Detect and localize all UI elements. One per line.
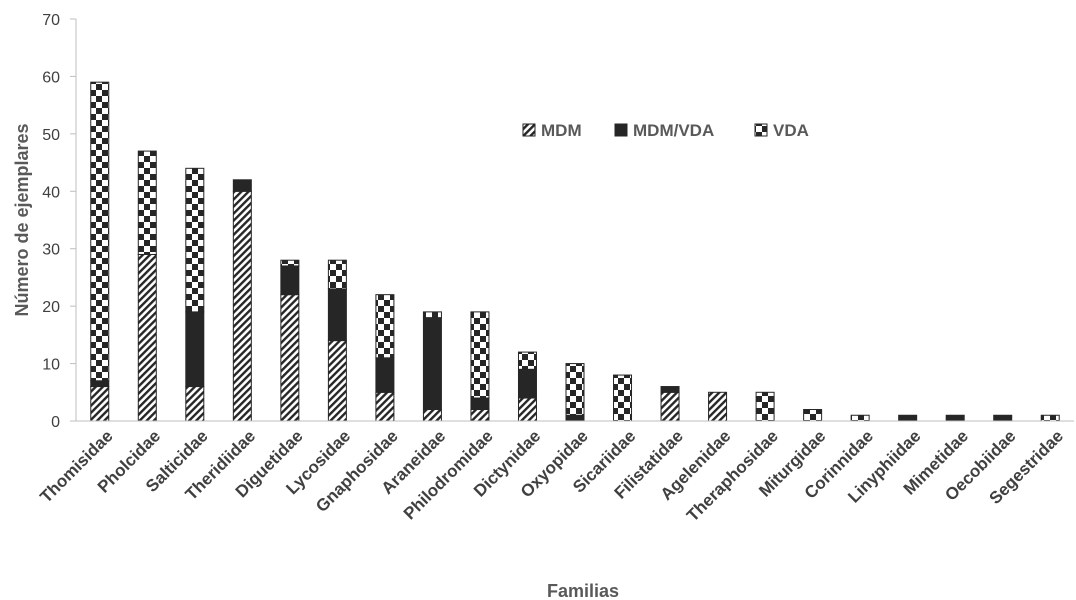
- bar-segment-vda: [137, 150, 157, 255]
- bar-segment-mdm-vda: [232, 179, 252, 192]
- bar-segment-vda: [613, 374, 633, 422]
- bar-segment-mdm-vda: [280, 265, 300, 296]
- bar-segment-mdm-vda: [517, 368, 537, 399]
- bar-segment-mdm-vda: [993, 414, 1013, 422]
- bar-segment-mdm-vda: [90, 380, 110, 388]
- bar-segment-vda: [1040, 414, 1060, 422]
- bar-segment-mdm-vda: [898, 414, 918, 422]
- bar-segment-mdm: [232, 190, 252, 422]
- bar-segment-vda: [850, 414, 870, 422]
- bar-segment-vda: [470, 311, 490, 399]
- legend-swatch: [522, 123, 536, 137]
- bar-segment-mdm-vda: [565, 414, 585, 422]
- y-tick-label: 10: [42, 357, 60, 374]
- y-axis-title: Número de ejemplares: [12, 123, 32, 316]
- bar-segment-mdm: [280, 294, 300, 422]
- bar-segment-mdm: [185, 386, 205, 422]
- y-tick-label: 30: [42, 242, 60, 259]
- bar-segment-mdm-vda: [185, 311, 205, 388]
- bar-segment-vda: [755, 391, 775, 422]
- bar-segment-vda: [280, 259, 300, 267]
- y-tick-label: 0: [51, 414, 60, 431]
- y-tick-label: 40: [42, 184, 60, 201]
- bar-segment-mdm-vda: [470, 397, 490, 411]
- bar-segment-mdm-vda: [660, 386, 680, 393]
- bar-segment-mdm-vda: [422, 317, 442, 411]
- bars: [90, 81, 1060, 422]
- bar-segment-mdm: [708, 391, 728, 422]
- bar-segment-mdm: [375, 391, 395, 422]
- bar-segment-vda: [185, 167, 205, 313]
- bar-segment-mdm: [422, 409, 442, 422]
- y-tick-label: 60: [42, 69, 60, 86]
- legend-label: VDA: [773, 121, 809, 140]
- legend-swatch: [754, 123, 768, 137]
- y-axis: 0 10 20 30 40 50 60 70: [42, 12, 77, 431]
- bar-segment-mdm-vda: [945, 414, 965, 422]
- x-tick-label: Gnaphosidae: [312, 426, 402, 516]
- y-tick-label: 70: [42, 12, 60, 29]
- bar-segment-vda: [517, 351, 537, 370]
- bar-segment-vda: [375, 294, 395, 359]
- bar-segment-mdm: [517, 397, 537, 422]
- bar-segment-vda: [90, 81, 110, 382]
- bar-segment-vda: [422, 311, 442, 319]
- bar-segment-mdm-vda: [327, 288, 347, 342]
- x-axis: ThomisidaePholcidaeSalticidaeTheridiidae…: [36, 420, 1074, 525]
- bar-segment-mdm: [470, 409, 490, 422]
- legend-label: MDM: [541, 121, 582, 140]
- bar-segment-vda: [327, 259, 347, 290]
- bar-segment-mdm: [327, 340, 347, 422]
- bar-segment-mdm: [660, 391, 680, 422]
- bar-segment-mdm: [137, 253, 157, 422]
- legend-label: MDM/VDA: [633, 121, 714, 140]
- y-tick-label: 50: [42, 127, 60, 144]
- x-axis-title: Familias: [547, 581, 619, 600]
- y-tick-label: 20: [42, 299, 60, 316]
- bar-segment-vda: [565, 363, 585, 416]
- legend: MDM MDM/VDA VDA: [522, 121, 809, 140]
- legend-swatch: [614, 123, 628, 137]
- bar-segment-mdm-vda: [375, 357, 395, 393]
- bar-segment-vda: [803, 409, 823, 422]
- bar-segment-mdm: [90, 386, 110, 422]
